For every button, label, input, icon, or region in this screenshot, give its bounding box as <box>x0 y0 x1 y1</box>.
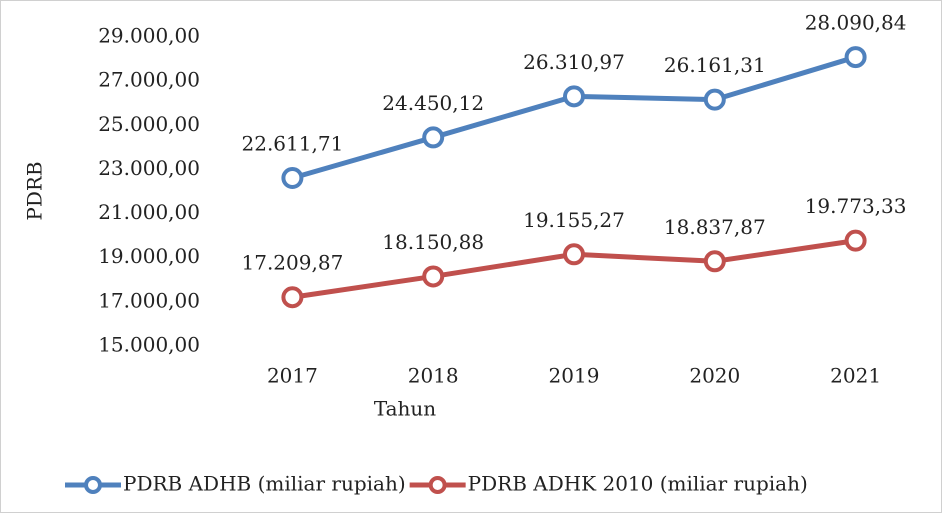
y-tick-label: 19.000,00 <box>98 244 200 268</box>
legend-label: PDRB ADHB (miliar rupiah) <box>123 472 406 496</box>
y-tick-label: 27.000,00 <box>98 68 200 92</box>
y-tick-label: 23.000,00 <box>98 156 200 180</box>
data-label: 17.209,87 <box>242 251 344 275</box>
data-point <box>703 250 726 273</box>
x-tick-label: 2017 <box>267 364 318 388</box>
data-point <box>844 229 867 252</box>
data-point <box>703 88 726 111</box>
y-tick-label: 15.000,00 <box>98 333 200 357</box>
data-label: 28.090,84 <box>805 11 907 35</box>
x-axis-label: Tahun <box>374 397 436 421</box>
x-tick-label: 2020 <box>689 364 740 388</box>
legend-marker <box>84 476 102 494</box>
data-label: 24.450,12 <box>382 91 484 115</box>
data-label: 18.150,88 <box>382 230 484 254</box>
data-label: 22.611,71 <box>242 131 344 155</box>
y-tick-label: 29.000,00 <box>98 24 200 48</box>
data-label: 26.310,97 <box>523 50 625 74</box>
data-point <box>844 46 867 69</box>
data-label: 18.837,87 <box>664 215 766 239</box>
legend-label: PDRB ADHK 2010 (miliar rupiah) <box>468 472 808 496</box>
data-point <box>281 286 304 309</box>
y-tick-label: 21.000,00 <box>98 200 200 224</box>
data-label: 19.773,33 <box>805 194 907 218</box>
data-point <box>563 85 585 108</box>
data-point <box>281 166 304 189</box>
data-label: 26.161,31 <box>664 53 766 77</box>
data-label: 19.155,27 <box>523 208 625 232</box>
y-tick-label: 25.000,00 <box>98 112 200 136</box>
y-tick-label: 17.000,00 <box>98 288 200 312</box>
legend-marker <box>428 476 447 494</box>
data-point <box>422 126 445 149</box>
x-tick-label: 2019 <box>549 364 600 388</box>
x-tick-label: 2021 <box>830 364 881 388</box>
x-tick-label: 2018 <box>408 364 459 388</box>
data-point <box>563 243 585 266</box>
y-axis-label: PDRB <box>23 161 47 220</box>
data-point <box>422 265 445 288</box>
